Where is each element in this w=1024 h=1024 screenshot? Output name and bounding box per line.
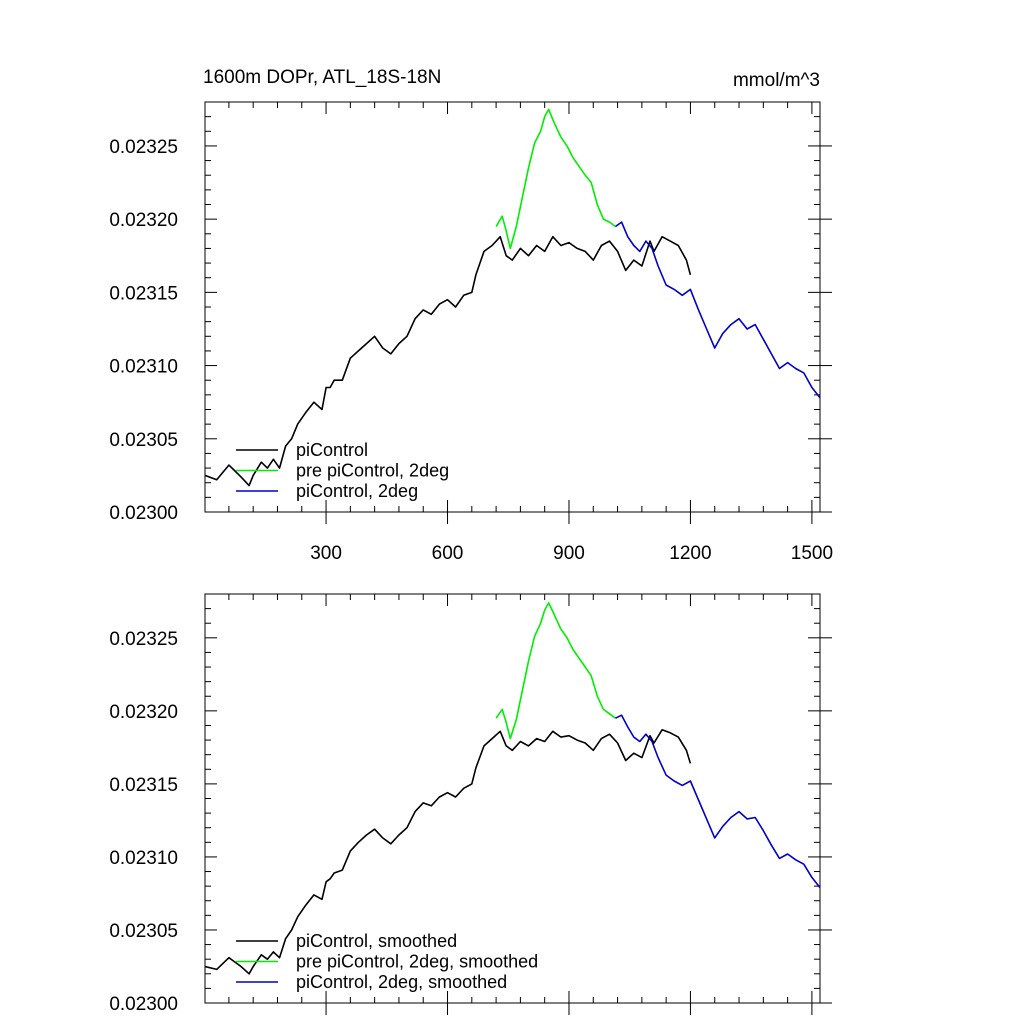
y-tick-label: 0.02325	[109, 629, 178, 650]
legend-entry: piControl, 2deg	[296, 481, 418, 501]
y-tick-label: 0.02310	[109, 848, 178, 869]
series-lines	[205, 108, 820, 487]
y-tick-label: 0.02305	[109, 430, 178, 451]
bottom-panel: 0.02300 0.02305 0.02310 0.02315 0.02320 0.023…	[109, 593, 832, 1015]
legend-entry: piControl, smoothed	[296, 931, 457, 951]
legend-entry: pre piControl, 2deg, smoothed	[296, 952, 538, 972]
top-panel: 300 600 900 1200 1500 0.02300 0.02305 0.02310 0.…	[109, 101, 833, 564]
y-tick-label: 0.02305	[109, 921, 178, 942]
legend-entry: piControl	[296, 440, 368, 460]
series-line-0	[205, 728, 692, 975]
y-tick-label: 0.02315	[109, 775, 178, 796]
series-line-0	[205, 235, 692, 487]
x-tick-label: 600	[432, 543, 464, 564]
series-line-1	[495, 108, 616, 250]
legend-entry: pre piControl, 2deg	[296, 461, 449, 481]
y-tick-label: 0.02315	[109, 283, 178, 304]
chart-title: 1600m DOPr, ATL_18S-18N	[203, 67, 441, 88]
y-tick-label: 0.02325	[109, 137, 178, 158]
x-tick-label: 300	[310, 543, 342, 564]
series-line-2	[615, 714, 820, 889]
series-lines	[205, 601, 820, 975]
series-line-1	[495, 601, 616, 740]
y-tick-label: 0.02320	[109, 210, 178, 231]
legend-entry: piControl, 2deg, smoothed	[296, 972, 507, 992]
series-line-2	[615, 221, 820, 399]
x-tick-label: 900	[553, 543, 585, 564]
y-tick-label: 0.02300	[109, 503, 178, 524]
y-tick-label: 0.02310	[109, 357, 178, 378]
units-label: mmol/m^3	[733, 70, 820, 91]
y-tick-label: 0.02320	[109, 702, 178, 723]
x-tick-label: 1500	[791, 543, 833, 564]
x-tick-label: 1200	[669, 543, 711, 564]
y-tick-label: 0.02300	[109, 994, 178, 1015]
